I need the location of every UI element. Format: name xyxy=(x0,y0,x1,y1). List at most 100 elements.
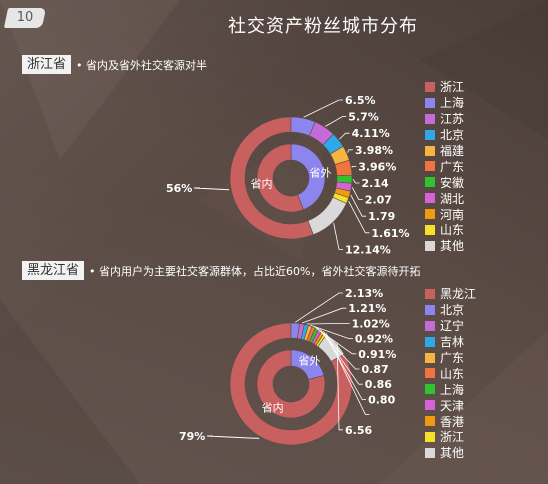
legend-item: 河南 xyxy=(425,206,464,222)
leader-line xyxy=(313,326,357,355)
leader-line xyxy=(333,222,343,250)
legend-item: 香港 xyxy=(425,413,476,429)
outer-slice-黑龙江 xyxy=(229,322,353,446)
legend-item: 上海 xyxy=(425,95,464,111)
legend-swatch xyxy=(425,209,435,220)
legend-item: 黑龙江 xyxy=(425,286,476,302)
legend-item: 湖北 xyxy=(425,190,464,206)
inner-label: 省外 xyxy=(309,166,331,179)
legend-swatch xyxy=(425,304,435,315)
data-label: 2.14 xyxy=(362,177,389,190)
section-note: • 省内用户为主要社交客源群体，占比近60%，省外社交客源待开拓 xyxy=(89,265,421,278)
legend-label: 上海 xyxy=(440,96,465,111)
legend-item: 吉林 xyxy=(425,334,476,350)
legend-label: 北京 xyxy=(440,303,465,318)
section-note-text: 省内及省外社交客源对半 xyxy=(86,59,207,72)
inner-label: 省内 xyxy=(262,401,284,415)
legend-item: 北京 xyxy=(425,127,464,143)
legend-swatch xyxy=(425,97,435,108)
inner-slice-省外 xyxy=(290,143,326,211)
legend-item: 其他 xyxy=(425,445,476,461)
legend-swatch xyxy=(425,145,435,156)
page-title: 社交资产粉丝城市分布 xyxy=(228,16,418,37)
legend-label: 山东 xyxy=(440,223,465,238)
legend-item: 北京 xyxy=(425,302,476,318)
section-note: • 省内及省外社交客源对半 xyxy=(76,59,207,72)
legend-label: 浙江 xyxy=(440,80,465,95)
legend-swatch xyxy=(425,161,435,172)
data-label: 3.98% xyxy=(355,144,393,157)
legend-item: 天津 xyxy=(425,397,476,413)
data-label: 12.14% xyxy=(345,243,391,256)
chart-legend: 浙江 上海 江苏 北京 福建 广东 安徽 湖北 河南 山东 其他 xyxy=(425,79,464,254)
leader-line xyxy=(351,165,357,168)
legend-swatch xyxy=(425,400,435,411)
legend-label: 江苏 xyxy=(440,112,465,127)
chart-legend: 黑龙江 北京 辽宁 吉林 广东 山东 上海 天津 香港 浙江 其他 xyxy=(425,286,476,461)
legend-item: 福建 xyxy=(425,143,464,159)
legend-label: 浙江 xyxy=(440,430,465,445)
data-label: 0.92% xyxy=(355,333,393,346)
legend-swatch xyxy=(425,193,435,204)
legend-swatch xyxy=(425,177,435,188)
data-label: 6.56 xyxy=(345,424,372,437)
data-label: 2.13% xyxy=(345,287,383,300)
leader-line xyxy=(325,116,347,127)
data-label: 1.79 xyxy=(368,210,395,223)
leader-line xyxy=(206,435,260,439)
legend-label: 辽宁 xyxy=(440,319,465,334)
leader-line xyxy=(193,187,230,191)
data-label: 0.80 xyxy=(368,393,395,406)
leader-line xyxy=(303,99,343,118)
inner-label: 省外 xyxy=(298,354,320,367)
data-label: 0.91% xyxy=(358,348,396,361)
legend-label: 安徽 xyxy=(440,175,465,190)
legend-item: 江苏 xyxy=(425,111,464,127)
data-label: 6.5% xyxy=(345,94,376,107)
legend-label: 天津 xyxy=(440,398,465,413)
data-label: 56% xyxy=(166,182,192,195)
legend-label: 北京 xyxy=(440,128,465,143)
legend-label: 上海 xyxy=(440,382,465,397)
inner-slice-省内 xyxy=(256,349,326,419)
legend-label: 湖北 xyxy=(440,191,465,206)
legend-item: 广东 xyxy=(425,350,476,366)
leader-line xyxy=(336,342,343,431)
legend-item: 上海 xyxy=(425,381,476,397)
legend-swatch xyxy=(425,368,435,379)
legend-item: 辽宁 xyxy=(425,318,476,334)
section-tag: 黑龙江省 xyxy=(22,261,85,280)
data-label: 4.11% xyxy=(352,127,390,140)
legend-label: 河南 xyxy=(440,207,465,222)
legend-swatch xyxy=(425,431,435,442)
leader-line xyxy=(339,132,350,140)
data-label: 3.96% xyxy=(358,160,396,173)
data-label: 1.21% xyxy=(348,302,386,315)
legend-item: 广东 xyxy=(425,158,464,174)
leader-line xyxy=(302,307,347,324)
legend-item: 浙江 xyxy=(425,429,476,445)
leader-line xyxy=(348,200,370,234)
data-label: 1.61% xyxy=(371,227,409,240)
legend-item: 安徽 xyxy=(425,174,464,190)
legend-swatch xyxy=(425,447,435,458)
legend-label: 山东 xyxy=(440,366,465,381)
legend-swatch xyxy=(425,113,435,124)
leader-line xyxy=(325,332,370,416)
leader-line xyxy=(351,187,363,201)
data-label: 5.7% xyxy=(348,111,379,124)
legend-label: 广东 xyxy=(440,351,465,366)
data-label: 0.87 xyxy=(362,363,389,376)
data-label: 0.86 xyxy=(365,378,392,391)
leader-line xyxy=(352,179,360,184)
legend-item: 浙江 xyxy=(425,79,464,95)
legend-swatch xyxy=(425,81,435,92)
leader-line xyxy=(350,194,367,217)
legend-swatch xyxy=(425,320,435,331)
legend-swatch xyxy=(425,384,435,395)
leader-line xyxy=(306,322,350,325)
legend-swatch xyxy=(425,352,435,363)
legend-label: 广东 xyxy=(440,159,465,174)
